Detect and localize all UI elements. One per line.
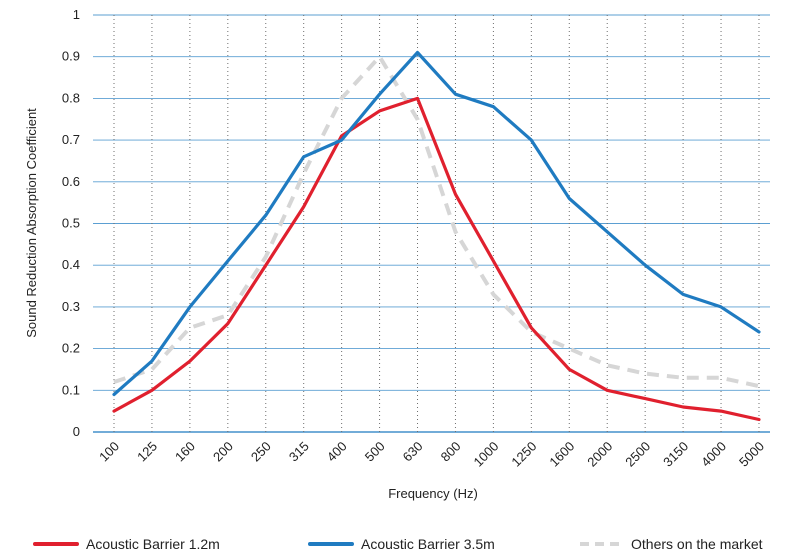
x-tick-label: 630 <box>400 439 426 465</box>
x-tick-label: 315 <box>286 439 312 465</box>
y-tick-label: 0.1 <box>62 382 80 397</box>
series-line <box>113 54 760 389</box>
x-tick-label: 5000 <box>736 439 767 470</box>
x-tick-label: 200 <box>210 439 236 465</box>
x-tick-label: 250 <box>248 439 274 465</box>
series-line <box>112 96 761 422</box>
x-tick-label: 4000 <box>698 439 729 470</box>
x-tick-label: 800 <box>438 439 464 465</box>
y-tick-label: 0.9 <box>62 49 80 64</box>
y-tick-label: 0 <box>73 424 80 439</box>
legend: Acoustic Barrier 1.2m Acoustic Barrier 3.… <box>33 536 763 551</box>
y-tick-label: 0.6 <box>62 174 80 189</box>
y-tick-label: 0.7 <box>62 132 80 147</box>
y-tick-label: 0.2 <box>62 341 80 356</box>
y-tick-label: 0.8 <box>62 90 80 105</box>
x-tick-label: 1250 <box>508 439 539 470</box>
y-tick-label: 1 <box>73 7 80 22</box>
x-tick-label: 400 <box>324 439 350 465</box>
x-tick-label: 100 <box>96 439 122 465</box>
y-tick-label: 0.4 <box>62 257 80 272</box>
x-tick-label: 1000 <box>470 439 501 470</box>
x-tick-label: 160 <box>172 439 198 465</box>
x-tick-label: 2000 <box>584 439 615 470</box>
series-lines <box>112 50 761 422</box>
grid <box>93 14 770 433</box>
y-tick-label: 0.5 <box>62 216 80 231</box>
y-axis-ticks: 0 0.1 0.2 0.3 0.4 0.5 0.6 0.7 0.8 0.9 1 <box>62 7 80 439</box>
y-axis-title: Sound Reduction Absorption Coefficient <box>24 108 39 338</box>
x-tick-label: 125 <box>134 439 160 465</box>
x-axis-ticks: 100 125 160 200 250 315 400 500 630 800 1000 1250 16… <box>96 439 767 470</box>
x-tick-label: 2500 <box>622 439 653 470</box>
x-tick-label: 1600 <box>546 439 577 470</box>
legend-label: Others on the market <box>631 536 763 551</box>
series-line <box>112 50 761 397</box>
legend-label: Acoustic Barrier 3.5m <box>361 536 495 551</box>
legend-label: Acoustic Barrier 1.2m <box>86 536 220 551</box>
x-tick-label: 500 <box>362 439 388 465</box>
x-tick-label: 3150 <box>660 439 691 470</box>
x-axis-title: Frequency (Hz) <box>388 486 478 501</box>
y-tick-label: 0.3 <box>62 299 80 314</box>
